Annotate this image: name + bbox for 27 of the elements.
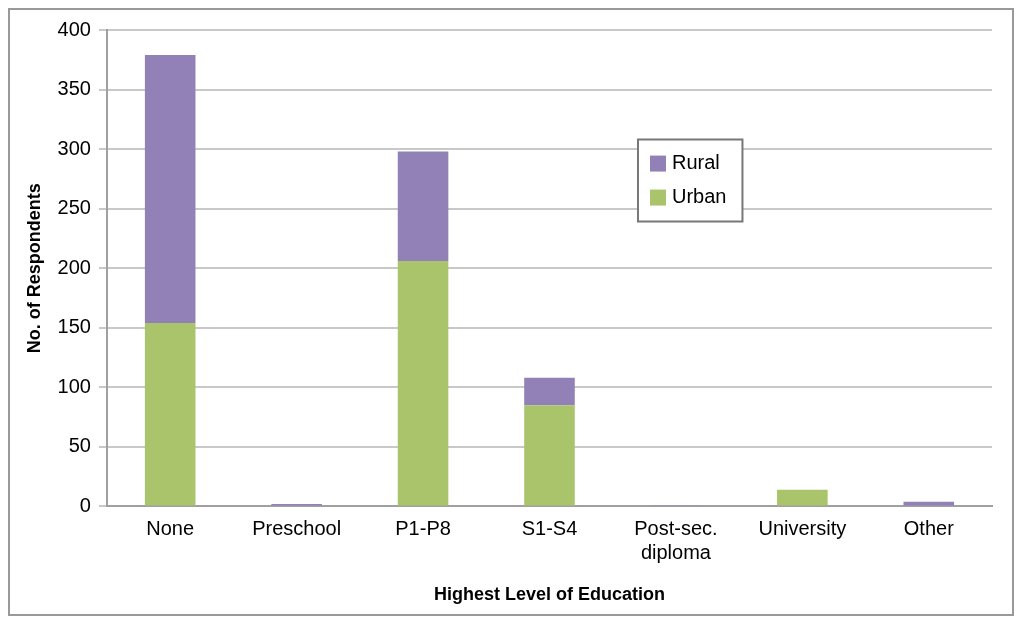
- y-tick-label: 50: [68, 434, 91, 457]
- x-tick-label: None: [146, 516, 195, 539]
- y-tick-label: 150: [57, 315, 91, 338]
- x-tick-label: University: [758, 516, 847, 539]
- bar: [524, 377, 575, 406]
- y-tick-label: 400: [57, 17, 91, 40]
- legend-label: Urban: [671, 185, 727, 208]
- y-tick-label: 350: [57, 77, 91, 100]
- y-tick-label: 0: [79, 493, 91, 516]
- x-tick-label: Post-sec. diploma: [634, 516, 718, 563]
- y-tick-label: 200: [57, 255, 91, 278]
- y-tick-label: 100: [57, 374, 91, 397]
- bar: [144, 322, 196, 506]
- bar: [144, 55, 196, 323]
- bar: [397, 151, 449, 262]
- y-axis-title: No. of Respondents: [23, 183, 44, 354]
- bar: [524, 405, 575, 506]
- bar: [777, 489, 828, 506]
- y-tick-label: 250: [57, 196, 91, 219]
- y-tick-label: 300: [57, 136, 91, 159]
- bar: [397, 261, 449, 506]
- legend-label: Rural: [671, 151, 720, 174]
- x-tick-label: Preschool: [252, 516, 342, 539]
- x-tick-label: Other: [903, 516, 955, 539]
- x-tick-label: S1-S4: [521, 516, 578, 539]
- x-axis-title: Highest Level of Education: [433, 584, 665, 605]
- x-tick-label: P1-P8: [395, 516, 451, 539]
